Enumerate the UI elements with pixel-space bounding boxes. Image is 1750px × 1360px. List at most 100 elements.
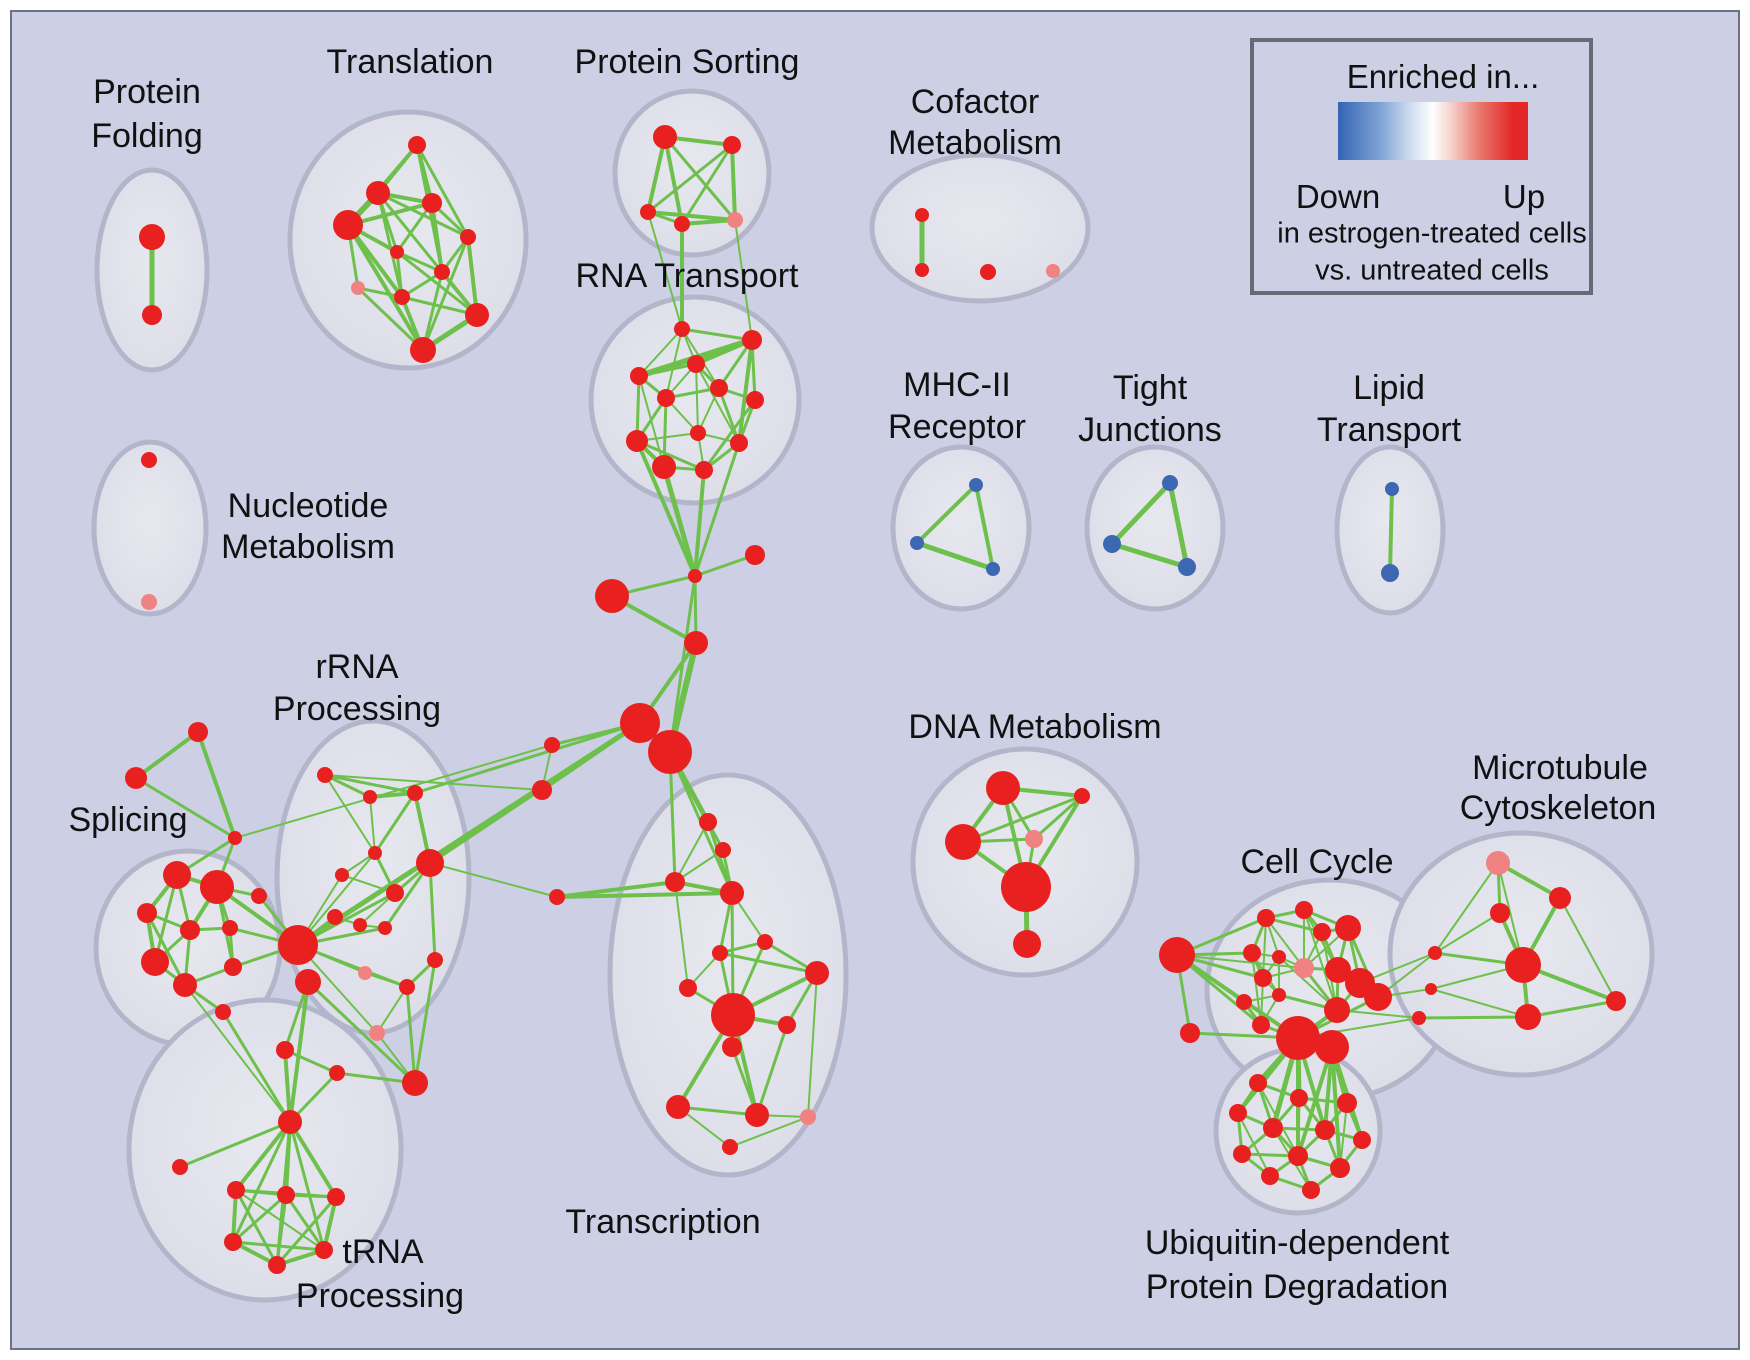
node-rt1[interactable] [674,321,690,337]
node-s2[interactable] [200,870,234,904]
node-m3[interactable] [1490,903,1510,923]
node-c7[interactable] [1294,958,1314,978]
node-t9[interactable] [394,289,410,305]
node-u1[interactable] [1249,1074,1267,1092]
node-q5[interactable] [224,1233,242,1251]
node-tr1[interactable] [188,722,208,742]
node-lp1[interactable] [1385,482,1399,496]
node-r3[interactable] [407,785,423,801]
node-ps4[interactable] [674,216,690,232]
node-x3[interactable] [665,872,685,892]
node-d6[interactable] [1013,930,1041,958]
node-tj2[interactable] [1103,535,1121,553]
node-c9[interactable] [1254,969,1272,987]
node-ch[interactable] [1276,1016,1320,1060]
node-x10[interactable] [778,1016,796,1034]
node-j6[interactable] [532,780,552,800]
node-t8[interactable] [351,281,365,295]
node-j2[interactable] [745,545,765,565]
node-r9[interactable] [353,918,367,932]
node-d4[interactable] [1025,830,1043,848]
node-co1[interactable] [915,208,929,222]
node-ps2[interactable] [723,136,741,154]
node-rt3[interactable] [687,355,705,373]
node-hubB[interactable] [648,730,692,774]
node-c8[interactable] [1325,957,1351,983]
node-t6[interactable] [390,245,404,259]
node-co4[interactable] [1046,264,1060,278]
node-r11[interactable] [358,966,372,980]
node-co3[interactable] [980,264,996,280]
node-x7[interactable] [712,945,728,961]
node-s9[interactable] [251,888,267,904]
node-m2[interactable] [1549,887,1571,909]
node-pf1[interactable] [139,224,165,250]
node-c16[interactable] [1364,983,1392,1011]
node-c10[interactable] [1272,988,1286,1002]
node-u4[interactable] [1229,1104,1247,1122]
node-mh1[interactable] [969,478,983,492]
node-t7[interactable] [434,264,450,280]
node-u2[interactable] [1290,1089,1308,1107]
node-r13[interactable] [427,952,443,968]
node-r17[interactable] [369,1025,385,1041]
node-x14[interactable] [800,1109,816,1125]
node-rt9[interactable] [626,430,648,452]
node-x11[interactable] [722,1037,742,1057]
node-c2[interactable] [1295,901,1313,919]
node-rt7[interactable] [746,391,764,409]
node-x5[interactable] [549,889,565,905]
node-s10[interactable] [215,1004,231,1020]
node-t2[interactable] [366,181,390,205]
node-s4[interactable] [180,920,200,940]
node-m5[interactable] [1606,991,1626,1011]
node-t5[interactable] [460,229,476,245]
node-x6[interactable] [757,934,773,950]
node-d1[interactable] [986,771,1020,805]
node-rt12[interactable] [695,461,713,479]
node-x13[interactable] [745,1103,769,1127]
node-r8[interactable] [327,909,343,925]
node-co2[interactable] [915,263,929,277]
node-t1[interactable] [408,136,426,154]
node-r15[interactable] [329,1065,345,1081]
node-t4[interactable] [333,210,363,240]
node-t3[interactable] [422,193,442,213]
node-q2[interactable] [227,1181,245,1199]
node-q7[interactable] [268,1256,286,1274]
node-c13[interactable] [1324,997,1350,1023]
node-nu2[interactable] [141,594,157,610]
node-lp2[interactable] [1381,564,1399,582]
node-ps1[interactable] [653,125,677,149]
node-u12[interactable] [1302,1181,1320,1199]
node-nu1[interactable] [141,452,157,468]
node-r1[interactable] [317,767,333,783]
node-x15[interactable] [722,1139,738,1155]
node-c15[interactable] [1180,1023,1200,1043]
node-mj3[interactable] [1412,1011,1426,1025]
node-u3[interactable] [1337,1093,1357,1113]
node-mj1[interactable] [1428,946,1442,960]
node-r16[interactable] [276,1041,294,1059]
node-hubA[interactable] [620,703,660,743]
node-u8[interactable] [1233,1145,1251,1163]
node-x8[interactable] [805,961,829,985]
node-tr2[interactable] [125,767,147,789]
node-c6[interactable] [1272,950,1286,964]
node-r5[interactable] [335,868,349,882]
node-d3[interactable] [945,824,981,860]
node-j1[interactable] [688,569,702,583]
node-mh3[interactable] [986,562,1000,576]
node-ps3[interactable] [640,204,656,220]
node-r6[interactable] [416,849,444,877]
node-t10[interactable] [465,303,489,327]
node-c5[interactable] [1243,944,1261,962]
node-mj2[interactable] [1425,983,1437,995]
node-m6[interactable] [1515,1004,1541,1030]
node-t11[interactable] [410,337,436,363]
node-q4[interactable] [327,1188,345,1206]
node-rt10[interactable] [730,434,748,452]
node-s5[interactable] [222,920,238,936]
node-m4[interactable] [1505,947,1541,983]
node-s1[interactable] [163,861,191,889]
